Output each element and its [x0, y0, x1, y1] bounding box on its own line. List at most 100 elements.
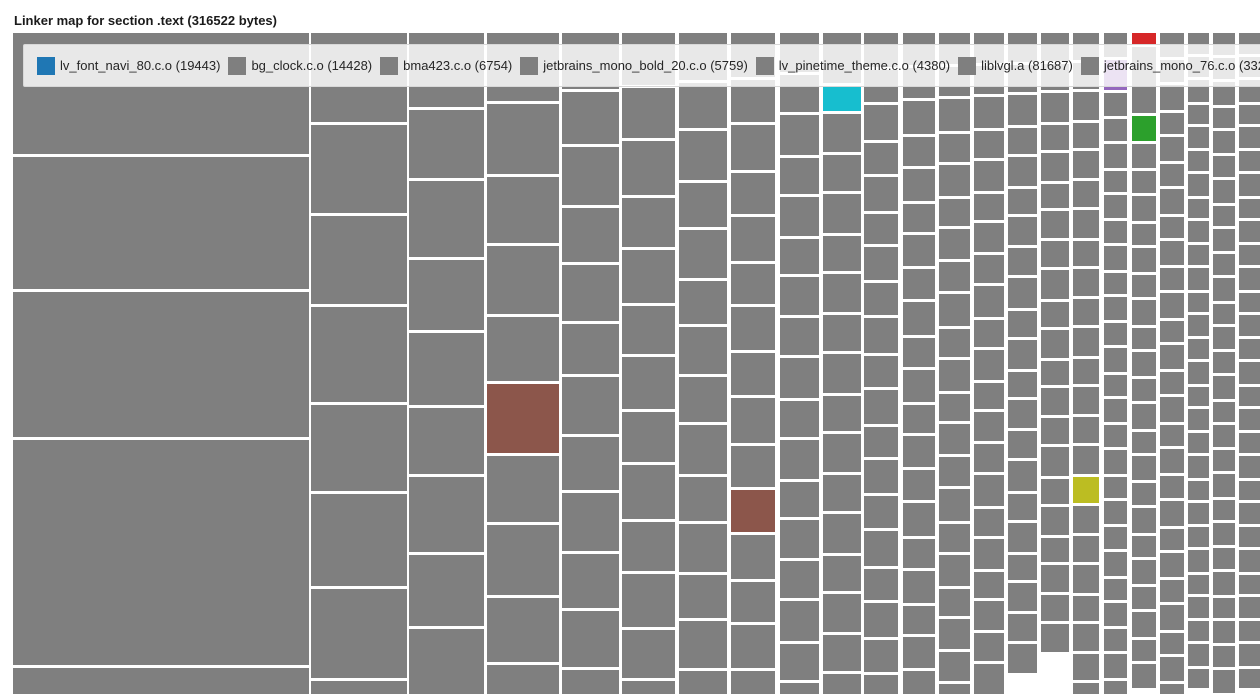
treemap-column — [1104, 33, 1127, 694]
treemap-cell — [409, 333, 484, 405]
treemap-cell — [974, 383, 1004, 409]
treemap-cell — [1239, 105, 1260, 124]
treemap-cell — [1188, 597, 1209, 618]
treemap-cell — [974, 509, 1004, 536]
legend-swatch-icon — [520, 56, 539, 75]
treemap-cell — [1008, 400, 1037, 428]
legend-swatch-icon — [380, 56, 399, 75]
legend-label: liblvgl.a (81687) — [981, 58, 1073, 73]
treemap-cell — [1041, 538, 1069, 562]
treemap-cell — [622, 574, 675, 627]
treemap-cell — [1132, 275, 1156, 297]
treemap-cell — [1073, 506, 1099, 533]
treemap-cell — [903, 101, 935, 134]
treemap-cell — [1188, 456, 1209, 478]
treemap-cell — [1239, 221, 1260, 242]
treemap-cell — [622, 306, 675, 354]
treemap-cell — [864, 247, 898, 280]
treemap-column — [974, 33, 1004, 694]
treemap-cell — [1188, 199, 1209, 218]
treemap-cell — [562, 554, 619, 608]
treemap-cell — [1160, 553, 1184, 577]
legend-swatch-icon — [958, 56, 977, 75]
treemap-cell — [487, 525, 559, 595]
treemap-cell — [939, 229, 970, 259]
treemap-cell — [409, 110, 484, 178]
treemap-cell — [622, 465, 675, 519]
treemap-cell — [409, 629, 484, 694]
treemap-cell — [939, 589, 970, 616]
treemap-cell — [1104, 171, 1127, 192]
treemap-cell — [939, 294, 970, 326]
treemap-cell — [1008, 189, 1037, 214]
treemap-cell — [311, 494, 407, 586]
treemap-cell — [487, 665, 559, 694]
treemap-cell — [1160, 189, 1184, 214]
treemap-column — [1160, 33, 1184, 694]
treemap-cell — [1073, 123, 1099, 148]
treemap-cell — [780, 197, 819, 236]
treemap-column — [1132, 33, 1156, 691]
treemap-cell — [1041, 447, 1069, 476]
treemap-cell — [1104, 603, 1127, 626]
treemap-cell — [823, 434, 861, 472]
treemap-cell — [1160, 657, 1184, 681]
treemap-cell — [780, 440, 819, 479]
treemap-cell — [1239, 362, 1260, 384]
treemap-cell — [1104, 348, 1127, 372]
treemap-cell — [903, 671, 935, 694]
treemap-column — [1239, 33, 1260, 691]
treemap-cell — [1188, 575, 1209, 594]
treemap-cell — [1188, 339, 1209, 359]
treemap-cell — [1132, 536, 1156, 557]
treemap-cell — [1188, 409, 1209, 430]
treemap-cell — [1160, 580, 1184, 602]
treemap-cell — [1213, 327, 1235, 349]
treemap-cell — [1239, 503, 1260, 524]
treemap-cell — [1104, 654, 1127, 678]
treemap-cell — [823, 274, 861, 312]
treemap-cell — [731, 80, 775, 122]
treemap-cell — [1073, 210, 1099, 238]
treemap-cell — [562, 670, 619, 694]
treemap-cell — [1160, 217, 1184, 238]
treemap-cell — [1132, 483, 1156, 505]
treemap-cell — [1188, 105, 1209, 124]
treemap-cell — [903, 137, 935, 166]
page-title: Linker map for section .text (316522 byt… — [14, 13, 277, 28]
treemap-cell — [974, 572, 1004, 598]
treemap-cell — [1132, 224, 1156, 245]
treemap-cell — [1104, 93, 1127, 116]
treemap-cell — [562, 324, 619, 374]
treemap-cell — [1239, 151, 1260, 171]
treemap-cell — [1073, 359, 1099, 384]
treemap-cell — [679, 425, 727, 474]
treemap-cell — [974, 601, 1004, 630]
treemap-cell — [1073, 624, 1099, 651]
treemap-cell — [679, 183, 727, 227]
treemap-cell — [864, 283, 898, 315]
treemap-cell — [1160, 268, 1184, 290]
treemap-cell — [1104, 425, 1127, 447]
treemap-cell — [1239, 339, 1260, 359]
treemap-cell — [562, 265, 619, 321]
treemap-cell — [1239, 293, 1260, 312]
treemap-cell — [1160, 345, 1184, 369]
treemap-cell — [409, 408, 484, 474]
treemap-cell — [1132, 404, 1156, 429]
treemap-cell — [1041, 388, 1069, 415]
treemap-cell — [1188, 315, 1209, 336]
legend-item: jetbrains_mono_bold_20.c.o (5759) — [520, 56, 748, 75]
treemap-cell — [780, 520, 819, 558]
treemap-cell — [1239, 481, 1260, 500]
treemap-cell — [1104, 501, 1127, 524]
treemap-cell — [903, 204, 935, 232]
treemap-cell — [1239, 527, 1260, 547]
treemap-column — [487, 33, 559, 694]
treemap-cell — [974, 350, 1004, 380]
treemap-cell — [622, 198, 675, 247]
treemap-cell — [1188, 550, 1209, 572]
treemap-column — [864, 33, 898, 694]
treemap-cell — [864, 214, 898, 244]
treemap-cell — [1041, 211, 1069, 238]
